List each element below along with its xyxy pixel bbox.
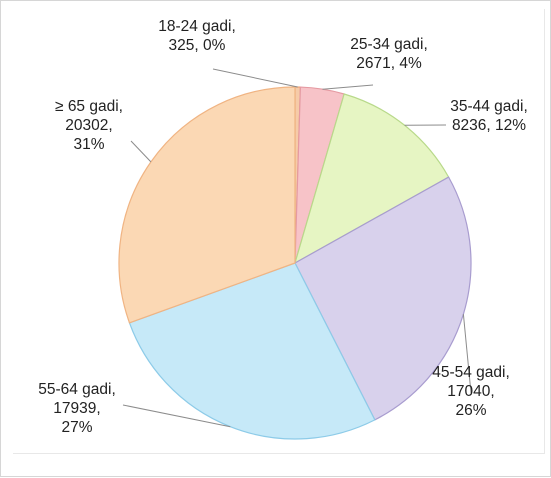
pie-slices: [119, 87, 471, 439]
data-label-55-64: 55-64 gadi,17939,27%: [38, 381, 116, 436]
leader-line-25-34: [323, 85, 374, 89]
leader-line-45-54: [463, 314, 471, 393]
leader-line-65-plus: [131, 141, 151, 162]
data-label-65-plus: ≥ 65 gadi,20302,31%: [55, 98, 123, 153]
data-label-45-54: 45-54 gadi,17040,26%: [432, 364, 510, 419]
leader-line-18-24: [213, 69, 298, 87]
data-label-25-34: 25-34 gadi,2671, 4%: [350, 36, 428, 72]
data-label-18-24: 18-24 gadi,325, 0%: [158, 18, 236, 54]
data-label-35-44: 35-44 gadi,8236, 12%: [450, 98, 528, 134]
